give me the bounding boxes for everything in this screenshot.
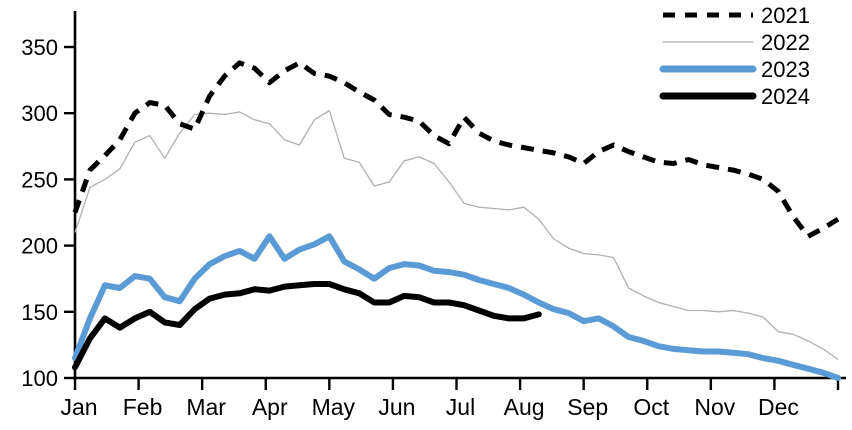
x-tick-label: Dec xyxy=(758,394,799,420)
x-tick-label: Jun xyxy=(378,394,415,420)
y-tick-label: 200 xyxy=(21,234,58,259)
y-tick-label: 300 xyxy=(21,101,58,126)
legend-item-2021: 2021 xyxy=(663,3,810,28)
x-tick-label: Jan xyxy=(60,394,97,420)
series-line-2021 xyxy=(72,60,840,239)
y-tick-label: 100 xyxy=(21,366,58,391)
axes: 100 150 200 250 300 350 Jan Feb Mar Apr May Jun Jul A… xyxy=(21,11,846,420)
y-tick-label: 250 xyxy=(21,167,58,192)
y-tick-label: 150 xyxy=(21,300,58,325)
series-line-2022 xyxy=(74,109,839,361)
legend-label-2022: 2022 xyxy=(761,30,810,55)
x-tick-label: Aug xyxy=(504,394,545,420)
x-tick-label: Oct xyxy=(633,394,669,420)
x-tick-label: Sep xyxy=(567,394,608,420)
x-tick-label: Mar xyxy=(186,394,226,420)
legend-item-2022: 2022 xyxy=(662,30,810,55)
legend-label-2024: 2024 xyxy=(761,84,810,109)
x-tick-label: Nov xyxy=(694,394,735,420)
x-tick-label: Feb xyxy=(123,394,163,420)
y-tick-label: 350 xyxy=(21,35,58,60)
x-tick-label: Jul xyxy=(446,394,475,420)
legend-item-2023: 2023 xyxy=(659,57,810,82)
legend-label-2021: 2021 xyxy=(761,3,810,28)
x-tick-label: May xyxy=(312,394,356,420)
legend-item-2024: 2024 xyxy=(659,84,810,109)
series-lines xyxy=(72,60,841,381)
legend-label-2023: 2023 xyxy=(761,57,810,82)
series-line-2023 xyxy=(72,233,841,381)
x-tick-label: Apr xyxy=(252,394,288,420)
series-line-2024 xyxy=(72,281,542,371)
